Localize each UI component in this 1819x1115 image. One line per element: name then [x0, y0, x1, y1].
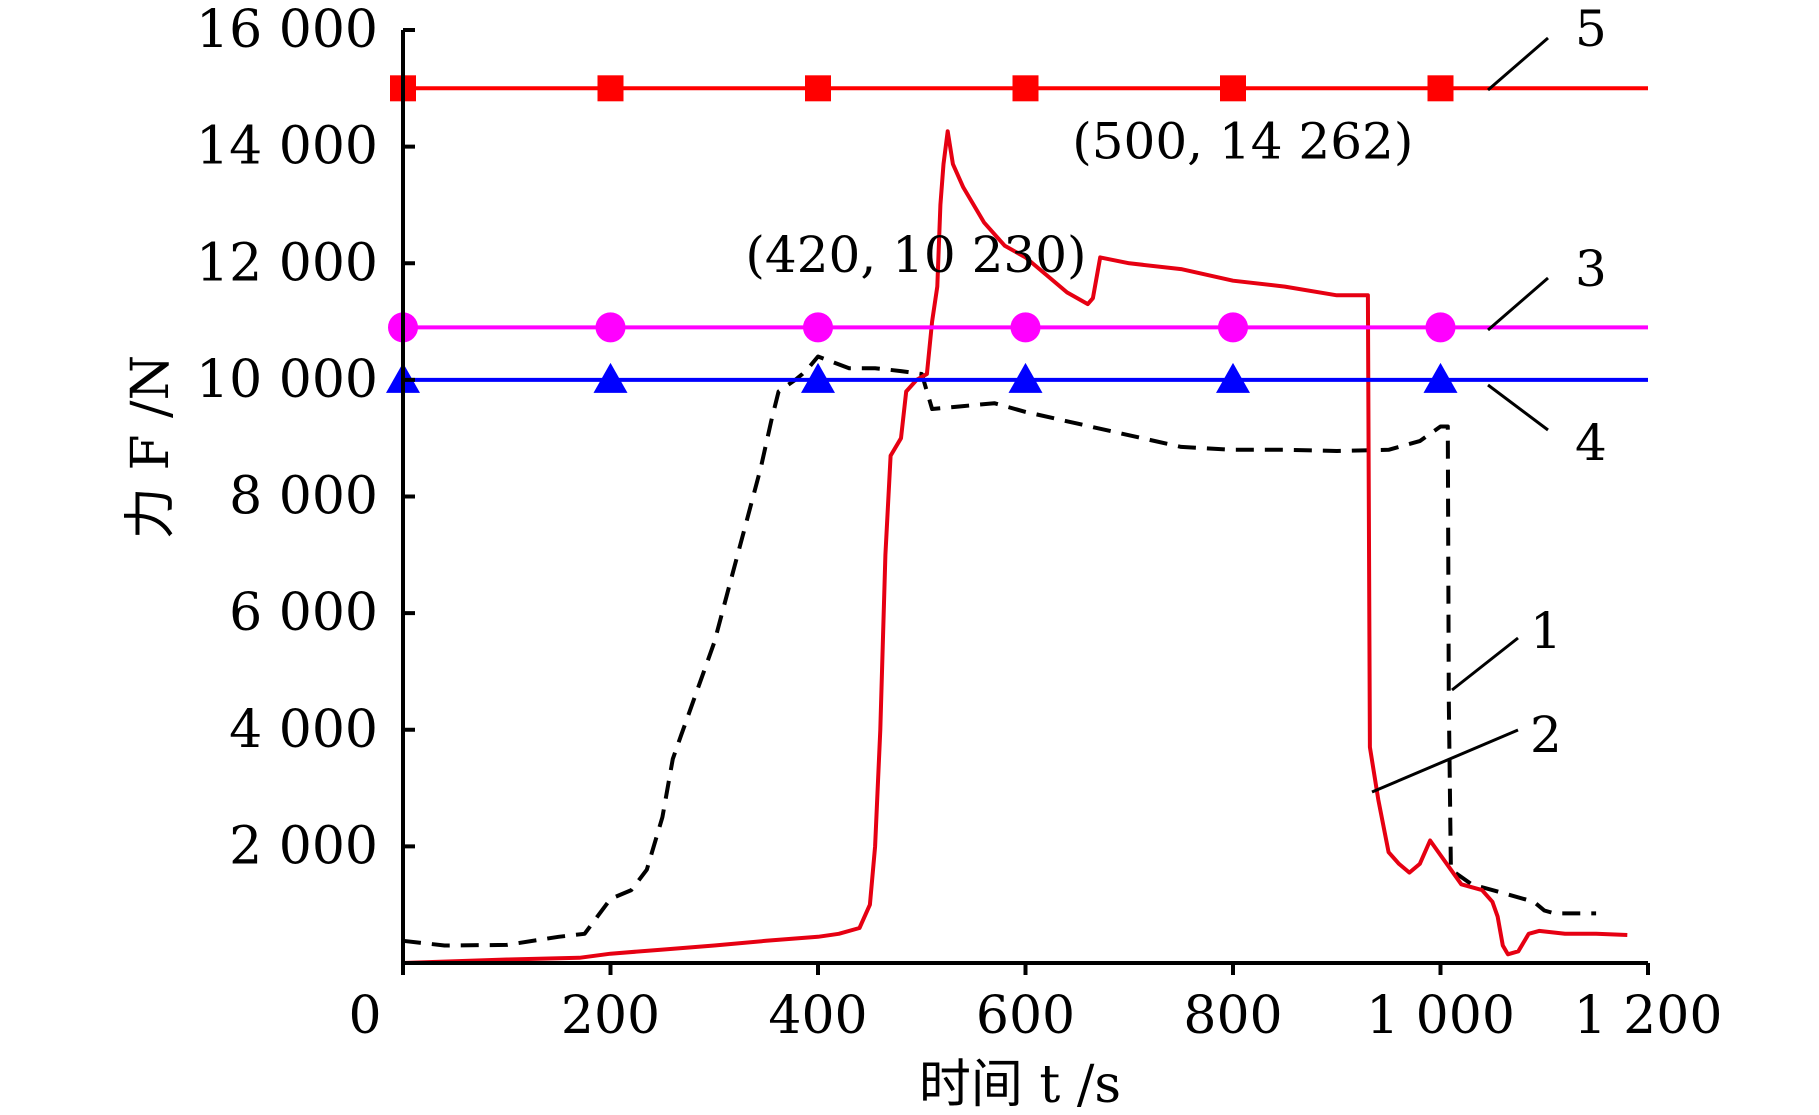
y-tick-label: 8 000	[229, 467, 378, 527]
series-2-line	[402, 129, 1628, 965]
ticks: 0 200 400 600 800 1 000 1 200 2 000 4 000 6 000 8 …	[196, 0, 1722, 1046]
x-tick-label: 0	[348, 986, 381, 1046]
series-3-marker	[1010, 312, 1041, 343]
series-3-marker	[803, 312, 833, 343]
curve-4-label: 4	[1575, 414, 1607, 472]
curve-1-label: 1	[1530, 602, 1562, 660]
series-3-marker	[1425, 312, 1456, 343]
y-tick-label: 10 000	[196, 350, 378, 410]
annotations: (420, 10 230) (500, 14 262)	[745, 112, 1413, 284]
x-axis-label: 时间 t /s	[919, 1055, 1121, 1115]
series-4-marker	[801, 362, 835, 393]
x-tick-label: 1 000	[1366, 986, 1515, 1046]
curve-2-label: 2	[1530, 706, 1562, 764]
y-tick-label: 6 000	[229, 583, 378, 643]
y-tick-label: 4 000	[229, 700, 378, 760]
x-tick-label: 800	[1183, 986, 1282, 1046]
series-4-marker	[1423, 362, 1458, 393]
y-tick-label: 16 000	[196, 0, 378, 60]
curve-2-leader	[1371, 728, 1519, 794]
curve-5-label: 5	[1575, 0, 1607, 58]
x-tick-label: 1 200	[1574, 986, 1723, 1046]
curve-3-leader	[1487, 276, 1549, 332]
series-1-line	[402, 354, 1597, 948]
series-4-marker	[1216, 362, 1250, 393]
series-3-marker	[595, 312, 626, 343]
x-tick-label: 400	[768, 986, 867, 1046]
point-annotation: (500, 14 262)	[1072, 112, 1413, 170]
curve-5-leader	[1487, 36, 1549, 92]
y-tick-label: 2 000	[229, 816, 378, 876]
curve-1-leader	[1451, 636, 1519, 692]
series-5-marker	[805, 75, 831, 102]
markers	[386, 75, 1458, 393]
series-5-marker	[597, 75, 624, 102]
x-tick-label: 600	[976, 986, 1075, 1046]
curve-3-label: 3	[1575, 240, 1607, 298]
curves	[402, 86, 1648, 965]
axes	[401, 30, 1648, 965]
labels: 时间 t /s 力 F /N	[121, 355, 1121, 1115]
series-4-marker	[593, 362, 628, 393]
point-annotation: (420, 10 230)	[745, 226, 1086, 284]
series-5-marker	[1012, 75, 1039, 102]
curve-4-leader	[1487, 383, 1549, 432]
curve-leaders: 5 3 4 1 2	[1371, 0, 1607, 794]
y-axis-label: 力 F /N	[121, 355, 181, 539]
series-5-marker	[1427, 75, 1454, 102]
y-tick-label: 12 000	[196, 233, 378, 293]
series-4-marker	[1008, 362, 1043, 393]
series-5-marker	[1220, 75, 1246, 102]
x-tick-label: 200	[561, 986, 660, 1046]
y-tick-label: 14 000	[196, 117, 378, 177]
series-3-marker	[1218, 312, 1248, 343]
